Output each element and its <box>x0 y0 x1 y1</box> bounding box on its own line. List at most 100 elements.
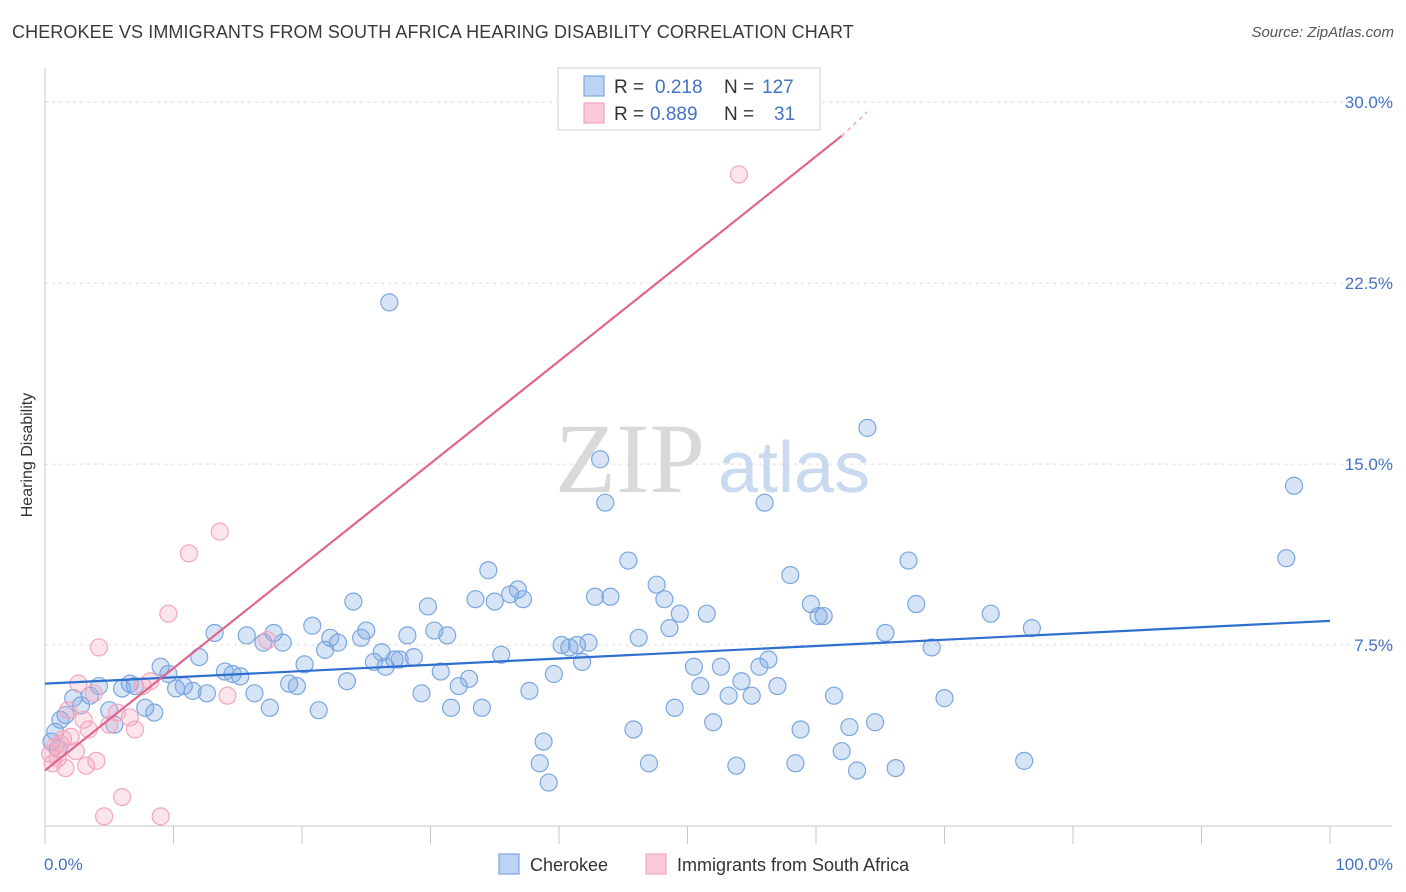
cherokee-point-84 <box>624 720 643 739</box>
cherokee-point-110 <box>814 606 833 626</box>
south-africa-point-12 <box>77 756 96 775</box>
y-tick-label-2: 22.5% <box>1345 274 1393 293</box>
watermark: ZIP atlas <box>555 403 870 514</box>
cherokee-point-119 <box>899 551 918 570</box>
south-africa-point-27 <box>179 544 199 563</box>
bottom-legend-label-south-africa: Immigrants from South Africa <box>677 855 910 875</box>
cherokee-point-26 <box>231 667 250 686</box>
cherokee-point-70 <box>530 754 549 773</box>
cherokee-point-89 <box>660 619 679 638</box>
cherokee-point-68 <box>513 590 533 609</box>
cherokee-point-106 <box>786 754 805 773</box>
cherokee-point-97 <box>719 686 738 705</box>
bottom-legend-swatch-south-africa <box>645 853 667 875</box>
cherokee-point-28 <box>245 684 264 703</box>
legend: R = 0.218 N = 127 R = 0.889 N = 31 <box>557 67 821 131</box>
bottom-legend-label-cherokee: Cherokee <box>530 855 608 875</box>
cherokee-point-87 <box>647 575 666 594</box>
cherokee-point-96 <box>711 657 731 676</box>
cherokee-point-47 <box>380 293 399 312</box>
south-africa-point-7 <box>59 701 78 720</box>
cherokee-point-100 <box>742 686 761 705</box>
trend-lines <box>44 111 1331 772</box>
legend-swatch-south-africa <box>583 102 605 124</box>
legend-n-label-south-africa: N = <box>724 104 754 125</box>
cherokee-point-20 <box>183 681 202 700</box>
cherokee-point-85 <box>629 628 648 647</box>
cherokee-point-69 <box>520 681 539 700</box>
south-africa-point-11 <box>74 710 93 729</box>
chart-title: CHEROKEE VS IMMIGRANTS FROM SOUTH AFRICA… <box>12 22 854 42</box>
cherokee-point-115 <box>858 418 877 437</box>
axes <box>44 68 1392 844</box>
cherokee-point-124 <box>1015 751 1034 770</box>
cherokee-point-51 <box>398 626 417 645</box>
cherokee-point-81 <box>596 493 615 512</box>
south-africa-point-30 <box>258 631 277 650</box>
cherokee-point-77 <box>573 652 592 672</box>
south-africa-point-26 <box>159 604 178 623</box>
y-tick-label-0: 7.5% <box>1354 636 1393 655</box>
cherokee-point-73 <box>544 664 563 684</box>
cherokee-point-78 <box>579 633 598 652</box>
legend-r-value-cherokee: 0.218 <box>655 77 703 98</box>
south-africa-trend-line <box>44 135 843 772</box>
cherokee-point-126 <box>1284 476 1304 495</box>
cherokee-point-95 <box>704 713 723 732</box>
x-tick-label-1: 100.0% <box>1335 855 1393 874</box>
south-africa-point-24 <box>141 672 160 691</box>
cherokee-point-107 <box>791 720 810 739</box>
cherokee-point-82 <box>601 587 620 606</box>
south-africa-point-4 <box>51 734 70 754</box>
south-africa-point-15 <box>87 751 106 770</box>
south-africa-point-31 <box>729 165 749 184</box>
cherokee-point-23 <box>205 623 224 643</box>
cherokee-point-92 <box>684 657 704 676</box>
cherokee-point-52 <box>404 647 423 667</box>
cherokee-point-60 <box>459 669 479 688</box>
cherokee-point-14 <box>136 698 155 717</box>
cherokee-point-123 <box>981 604 1000 623</box>
cherokee-point-16 <box>151 657 170 676</box>
cherokee-point-15 <box>145 703 164 722</box>
cherokee-point-54 <box>418 597 438 616</box>
cherokee-point-40 <box>328 633 348 652</box>
cherokee-point-65 <box>492 645 511 664</box>
cherokee-point-57 <box>438 626 457 645</box>
cherokee-point-61 <box>466 590 485 609</box>
legend-r-value-south-africa: 0.889 <box>650 104 698 125</box>
south-africa-point-10 <box>69 674 88 693</box>
legend-swatch-cherokee <box>583 75 605 97</box>
cherokee-point-59 <box>449 676 468 696</box>
cherokee-point-27 <box>237 626 256 645</box>
cherokee-point-109 <box>809 606 828 626</box>
tick-labels: 7.5% 15.0% 22.5% 30.0% 0.0% 100.0% <box>44 93 1393 874</box>
cherokee-point-93 <box>691 676 710 696</box>
cherokee-point-63 <box>479 561 498 580</box>
cherokee-point-105 <box>781 565 800 585</box>
cherokee-point-91 <box>670 604 689 623</box>
cherokee-point-22 <box>197 684 217 703</box>
y-tick-label-3: 30.0% <box>1345 93 1393 112</box>
cherokee-point-99 <box>732 672 751 691</box>
south-africa-point-17 <box>95 807 114 826</box>
bottom-legend-swatch-cherokee <box>498 853 520 875</box>
cherokee-point-42 <box>344 592 363 611</box>
cherokee-point-36 <box>303 616 322 635</box>
cherokee-point-79 <box>585 587 605 606</box>
grid-lines <box>45 101 1392 646</box>
south-africa-point-6 <box>56 758 75 778</box>
cherokee-point-76 <box>567 635 587 655</box>
cherokee-point-37 <box>309 701 328 720</box>
cherokee-point-113 <box>840 717 859 737</box>
cherokee-point-50 <box>390 650 409 669</box>
cherokee-point-111 <box>824 686 844 705</box>
cherokee-point-88 <box>655 590 674 609</box>
cherokee-point-116 <box>866 713 885 732</box>
south-africa-point-8 <box>61 727 80 746</box>
cherokee-point-114 <box>848 761 867 780</box>
south-africa-point-28 <box>210 522 229 541</box>
cherokee-point-118 <box>886 758 905 778</box>
cherokee-point-122 <box>935 689 954 708</box>
bottom-legend: Cherokee Immigrants from South Africa <box>498 853 910 875</box>
